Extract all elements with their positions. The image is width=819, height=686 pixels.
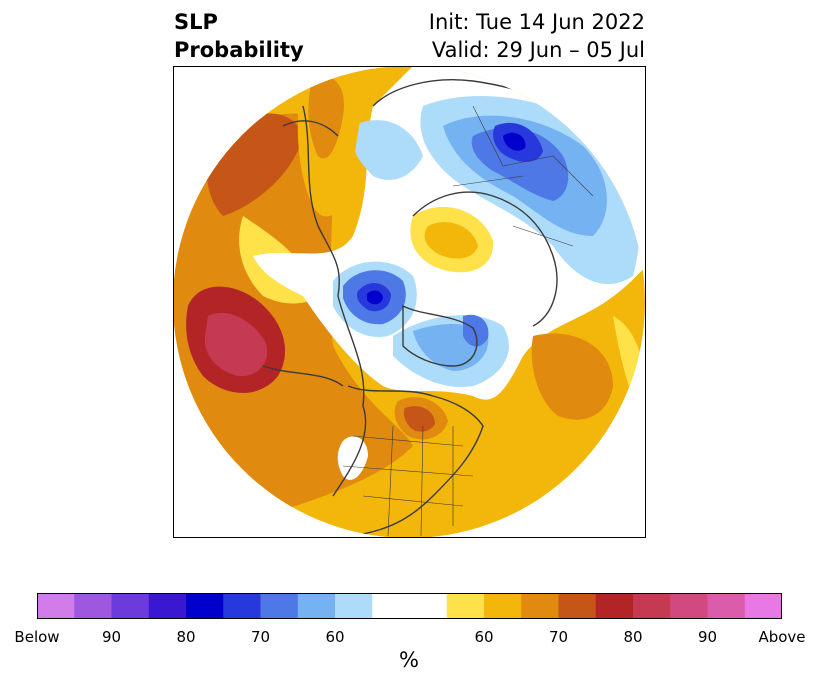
colorbar-segment xyxy=(223,593,261,619)
political-borders xyxy=(342,105,594,537)
probability-fields xyxy=(173,66,645,538)
colorbar-segment xyxy=(186,593,224,619)
init-date: Init: Tue 14 Jun 2022 xyxy=(428,10,645,34)
colorbar-segment xyxy=(148,593,187,619)
colorbar-tick-label: 90 xyxy=(101,628,122,646)
colorbar-tick-label: 80 xyxy=(176,628,196,646)
colorbar-tick-label: 70 xyxy=(548,628,569,646)
colorbar-segment xyxy=(37,593,75,619)
colorbar-segment xyxy=(297,593,336,619)
colorbar-segment xyxy=(446,593,485,619)
colorbar-segment xyxy=(111,593,150,619)
colorbar-segment xyxy=(372,593,448,619)
colorbar-segment xyxy=(558,593,597,619)
colorbar-segment xyxy=(521,593,559,619)
colorbar-segment xyxy=(74,593,112,619)
colorbar-tick-label: Below xyxy=(14,628,60,646)
colorbar-segment xyxy=(744,593,782,619)
valid-period: Valid: 29 Jun – 05 Jul xyxy=(431,38,645,62)
map-frame xyxy=(173,66,646,538)
colorbar-tick-label: 60 xyxy=(474,628,494,646)
colorbar-tick-label: 80 xyxy=(623,628,643,646)
title-dates: Init: Tue 14 Jun 2022 Valid: 29 Jun – 05… xyxy=(429,8,645,64)
title-variable-line1: SLP xyxy=(174,10,218,34)
colorbar-segment xyxy=(484,593,522,619)
colorbar-tick-label: 60 xyxy=(325,628,345,646)
title-variable-line2: Probability xyxy=(174,38,304,62)
colorbar-unit: % xyxy=(399,648,419,672)
coastlines xyxy=(262,79,604,535)
colorbar-segment xyxy=(260,593,299,619)
colorbar-tick-label: 70 xyxy=(250,628,271,646)
slp-probability-map xyxy=(173,66,646,538)
colorbar-segments xyxy=(37,593,782,619)
colorbar-segment xyxy=(633,593,671,619)
colorbar-frame xyxy=(37,593,782,619)
colorbar-tick-label: Above xyxy=(758,628,806,646)
colorbar-segment xyxy=(595,593,634,619)
colorbar-segment xyxy=(335,593,373,619)
colorbar-segment xyxy=(707,593,746,619)
title-variable: SLP Probability xyxy=(174,8,304,64)
colorbar-segment xyxy=(670,593,708,619)
colorbar-tick-label: 90 xyxy=(697,628,718,646)
probability-colorbar xyxy=(37,593,782,619)
